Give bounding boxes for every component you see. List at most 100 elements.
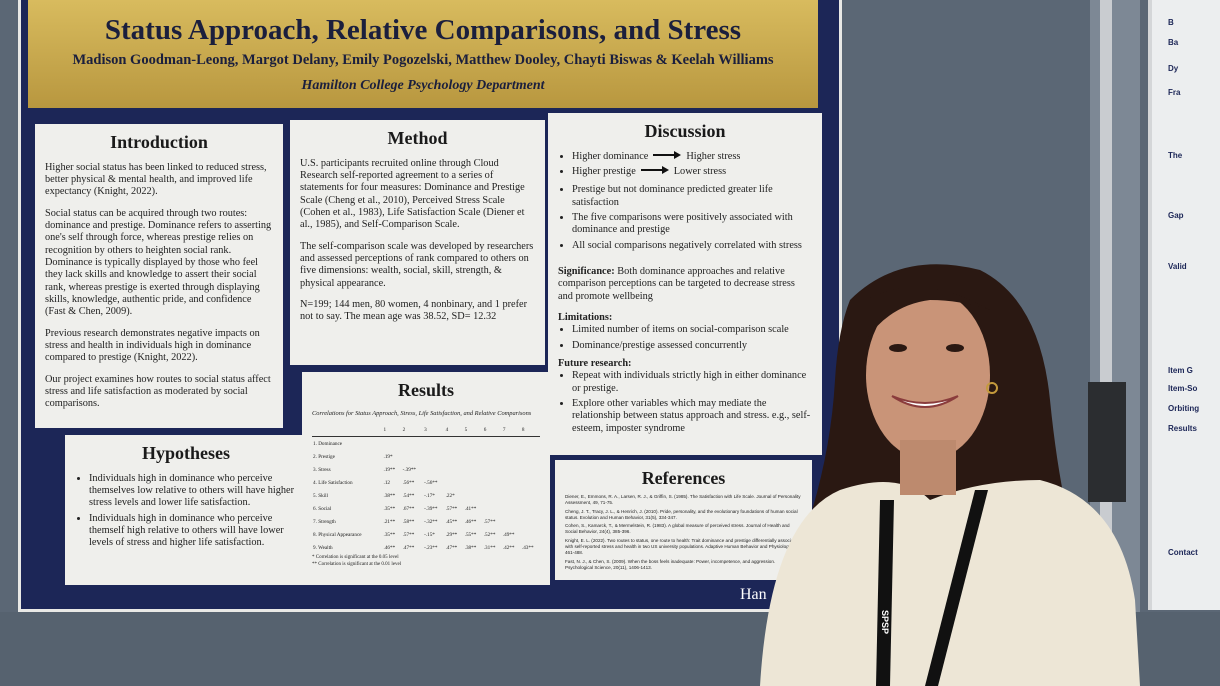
side-poster: B Ba Dy Fra The Gap Valid Item G Item-So Orbiting…: [1148, 0, 1220, 610]
table-cell: -.39**: [402, 466, 417, 473]
table-cell: .22*: [445, 492, 455, 499]
panel-heading: Results: [397, 380, 454, 400]
paragraph: Knight, E. L. (2022). Two routes to stat…: [565, 538, 798, 556]
table-cell: .35**: [383, 505, 396, 512]
poster-department: Hamilton College Psychology Department: [301, 78, 545, 93]
table-cell: .46**: [383, 544, 396, 551]
arrow-left: Higher dominance: [572, 150, 649, 162]
side-fragment: Dy: [1168, 64, 1179, 73]
paragraph: Higher social status has been linked to …: [45, 161, 267, 198]
smile: [891, 395, 959, 408]
table-cell: .43**: [521, 544, 534, 551]
bullet-item: All social comparisons negatively correl…: [572, 240, 812, 252]
row-label: 4. Life Satisfaction: [313, 479, 353, 486]
bullet-item: The five comparisons were positively ass…: [572, 212, 812, 237]
column-header: 6: [483, 426, 487, 433]
table-cell: -.39**: [424, 505, 438, 512]
panel-heading: Hypotheses: [141, 443, 230, 463]
side-fragment: Valid: [1168, 262, 1187, 271]
table-row: 4. Life Satisfaction .12 .56** -.56**: [312, 476, 540, 489]
bullet-item: Higher prestige Lower stress: [572, 165, 812, 178]
table-cell: .35**: [383, 531, 396, 538]
paragraph: N=199; 144 men, 80 women, 4 nonbinary, a…: [300, 299, 528, 323]
bullet-list: Repeat with individuals strictly high in…: [558, 370, 812, 435]
method-panel: Method U.S. participants recruited onlin…: [290, 120, 545, 365]
neck: [900, 440, 956, 495]
earring: [986, 382, 998, 394]
row-label: 5. Skill: [313, 492, 328, 499]
table-cell: .45**: [445, 518, 458, 525]
pole: [1100, 0, 1112, 686]
arrow-left: Higher prestige: [572, 165, 636, 177]
table-cell: .49**: [502, 531, 515, 538]
table-cell: -.56**: [424, 479, 438, 486]
bullet-item: Limited number of items on social-compar…: [572, 324, 812, 336]
table-cell: .12: [383, 479, 391, 486]
paragraph: Our project examines how routes to socia…: [45, 373, 271, 410]
paragraph: The self-comparison scale was developed …: [300, 240, 534, 289]
arrow: [640, 165, 669, 174]
row-label: 2. Prestige: [313, 453, 335, 460]
table-cell: .54**: [402, 492, 415, 499]
table-cell: .41**: [464, 505, 477, 512]
correlation-table: 1 2 3 4 5 6 7 8 1. Dominance 2. Prestige .19* 3. St…: [312, 423, 540, 554]
table-cell: .38**: [383, 492, 396, 499]
table-cell: .55**: [464, 531, 477, 538]
table-cell: .58**: [402, 518, 415, 525]
eye: [946, 344, 964, 352]
lanyard-strap: [876, 500, 894, 686]
bullet-list: Limited number of items on social-compar…: [558, 324, 812, 352]
table-row: 2. Prestige .19*: [312, 450, 540, 463]
table-row: 3. Stress .19** -.39**: [312, 463, 540, 476]
bullet-item: Higher dominance Higher stress: [572, 150, 812, 163]
table-header: 1 2 3 4 5 6 7 8: [312, 423, 540, 437]
lanyard-text: SPSP: [880, 610, 890, 634]
panel-heading: Introduction: [110, 132, 208, 152]
bullet-item: Explore other variables which may mediat…: [572, 398, 812, 435]
side-fragment: The: [1168, 151, 1183, 160]
limitations-heading: Limitations:: [558, 312, 613, 324]
table-row: 9. Wealth .46** .47** -.23** .47** .38** .31**…: [312, 541, 540, 554]
side-fragment: Contact: [1168, 548, 1198, 557]
table-note: ** Correlation is significant at the 0.0…: [312, 562, 402, 568]
column-header: 7: [502, 426, 506, 433]
column-header: 5: [464, 426, 468, 433]
paragraph: U.S. participants recruited online throu…: [300, 157, 525, 231]
table-cell: .52**: [483, 531, 496, 538]
row-label: 6. Social: [313, 505, 332, 512]
side-fragment: Results: [1168, 424, 1197, 433]
paragraph: Cheng, J. T., Tracy, J. L., & Henrich, J…: [565, 508, 798, 520]
table-cell: .47**: [402, 544, 415, 551]
bullet-item: Individuals high in dominance who percei…: [89, 513, 297, 550]
table-row: 8. Physical Appearance .35** .57** -.15* .29…: [312, 528, 540, 541]
table-cell: -.17*: [424, 492, 435, 499]
side-fragment: Item-So: [1168, 384, 1198, 393]
significance-text: Both dominance approaches and relative c…: [558, 266, 795, 302]
table-cell: .19*: [383, 453, 393, 460]
table-note: * Correlation is significant at the 0.05…: [312, 555, 399, 561]
footer-fragment: Han: [740, 586, 767, 603]
poster-authors: Madison Goodman-Leong, Margot Delany, Em…: [72, 52, 774, 68]
side-fragment: Orbiting: [1168, 404, 1200, 413]
column-header: 1: [383, 426, 387, 433]
significance-label: Significance:: [558, 266, 615, 277]
arrow-right: Lower stress: [673, 165, 727, 177]
table-cell: .31**: [483, 544, 496, 551]
introduction-panel: Introduction Higher social status has be…: [35, 124, 283, 428]
table-cell: -.15*: [424, 531, 435, 538]
side-fragment: Fra: [1168, 88, 1181, 97]
paragraph: Social status can be acquired through tw…: [45, 207, 272, 318]
table-cell: .56**: [402, 479, 415, 486]
side-fragment: Ba: [1168, 38, 1179, 47]
bullet-item: Individuals high in dominance who percei…: [89, 473, 297, 510]
column-header: 2: [402, 426, 406, 433]
bullet-item: Dominance/prestige assessed concurrently: [572, 340, 812, 352]
results-panel: Results Correlations for Status Approach…: [302, 372, 550, 585]
row-label: 7. Strength: [313, 518, 336, 525]
references-panel: References Diener, E., Emmons, R. A., La…: [555, 460, 812, 580]
paragraph: Previous research demonstrates negative …: [45, 327, 260, 364]
table-cell: -.32**: [424, 518, 438, 525]
arrow: [653, 150, 682, 159]
